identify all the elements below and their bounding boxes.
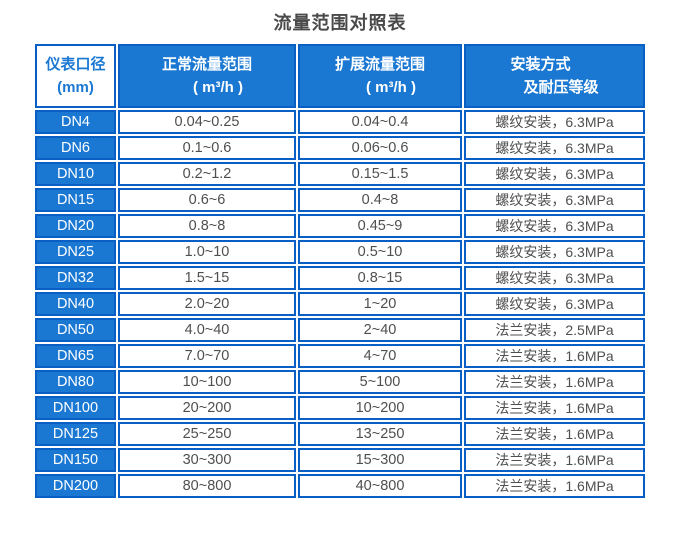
cell-normal-flow-range: 4.0~40 [118,318,296,342]
header-meter-diameter: 仪表口径 (mm) [35,44,116,108]
cell-install-method: 法兰安装，1.6MPa [464,422,645,446]
cell-extended-flow-range: 0.06~0.6 [298,136,462,160]
cell-normal-flow-range: 1.0~10 [118,240,296,264]
cell-install-method: 法兰安装，1.6MPa [464,448,645,472]
header-meter-diameter-unit: (mm) [57,79,94,96]
cell-extended-flow-range: 2~40 [298,318,462,342]
cell-install-method: 法兰安装，1.6MPa [464,344,645,368]
cell-install-method: 法兰安装，1.6MPa [464,474,645,498]
cell-normal-flow-range: 7.0~70 [118,344,296,368]
header-extended-flow-range: 扩展流量范围 ( m³/h ) [298,44,462,108]
cell-install-method: 法兰安装，2.5MPa [464,318,645,342]
cell-meter-diameter: DN10 [35,162,116,186]
cell-normal-flow-range: 20~200 [118,396,296,420]
cell-install-method: 螺纹安装，6.3MPa [464,188,645,212]
cell-meter-diameter: DN25 [35,240,116,264]
cell-normal-flow-range: 10~100 [118,370,296,394]
header-install-method-line1: 安装方式 [510,55,571,73]
cell-normal-flow-range: 80~800 [118,474,296,498]
table-body: DN4 0.04~0.25 0.04~0.4 螺纹安装，6.3MPa DN6 0.1~0.… [35,110,645,498]
table-row: DN32 1.5~15 0.8~15 螺纹安装，6.3MPa [35,266,645,290]
cell-meter-diameter: DN80 [35,370,116,394]
header-normal-flow-range: 正常流量范围 ( m³/h ) [118,44,296,108]
cell-normal-flow-range: 0.04~0.25 [118,110,296,134]
table-row: DN150 30~300 15~300 法兰安装，1.6MPa [35,448,645,472]
header-install-method-line2: 及耐压等级 [523,79,599,96]
cell-extended-flow-range: 0.04~0.4 [298,110,462,134]
cell-extended-flow-range: 0.15~1.5 [298,162,462,186]
cell-install-method: 螺纹安装，6.3MPa [464,266,645,290]
cell-extended-flow-range: 0.8~15 [298,266,462,290]
cell-meter-diameter: DN125 [35,422,116,446]
cell-meter-diameter: DN150 [35,448,116,472]
cell-install-method: 螺纹安装，6.3MPa [464,240,645,264]
header-meter-diameter-label: 仪表口径 [45,55,106,73]
cell-meter-diameter: DN100 [35,396,116,420]
table-row: DN80 10~100 5~100 法兰安装，1.6MPa [35,370,645,394]
flow-range-table: 仪表口径 (mm) 正常流量范围 ( m³/h ) 扩展流量范围 ( m³/h … [33,42,647,500]
cell-normal-flow-range: 25~250 [118,422,296,446]
cell-extended-flow-range: 13~250 [298,422,462,446]
header-normal-flow-unit: ( m³/h ) [193,79,243,96]
cell-extended-flow-range: 15~300 [298,448,462,472]
cell-meter-diameter: DN200 [35,474,116,498]
table-row: DN50 4.0~40 2~40 法兰安装，2.5MPa [35,318,645,342]
cell-install-method: 法兰安装，1.6MPa [464,370,645,394]
cell-extended-flow-range: 10~200 [298,396,462,420]
header-extended-flow-unit: ( m³/h ) [366,79,416,96]
cell-extended-flow-range: 0.5~10 [298,240,462,264]
table-row: DN6 0.1~0.6 0.06~0.6 螺纹安装，6.3MPa [35,136,645,160]
cell-install-method: 螺纹安装，6.3MPa [464,214,645,238]
cell-normal-flow-range: 30~300 [118,448,296,472]
cell-meter-diameter: DN6 [35,136,116,160]
cell-normal-flow-range: 1.5~15 [118,266,296,290]
cell-meter-diameter: DN40 [35,292,116,316]
header-install-method: 安装方式 及耐压等级 [464,44,645,108]
page-title: 流量范围对照表 [273,13,407,33]
header-normal-flow-label: 正常流量范围 [161,55,252,73]
cell-install-method: 法兰安装，1.6MPa [464,396,645,420]
table-row: DN10 0.2~1.2 0.15~1.5 螺纹安装，6.3MPa [35,162,645,186]
cell-install-method: 螺纹安装，6.3MPa [464,292,645,316]
cell-normal-flow-range: 0.6~6 [118,188,296,212]
cell-meter-diameter: DN15 [35,188,116,212]
cell-normal-flow-range: 0.1~0.6 [118,136,296,160]
header-row: 仪表口径 (mm) 正常流量范围 ( m³/h ) 扩展流量范围 ( m³/h … [35,44,645,108]
cell-meter-diameter: DN65 [35,344,116,368]
cell-meter-diameter: DN32 [35,266,116,290]
table-row: DN200 80~800 40~800 法兰安装，1.6MPa [35,474,645,498]
cell-extended-flow-range: 0.4~8 [298,188,462,212]
table-row: DN65 7.0~70 4~70 法兰安装，1.6MPa [35,344,645,368]
cell-extended-flow-range: 0.45~9 [298,214,462,238]
cell-meter-diameter: DN50 [35,318,116,342]
cell-install-method: 螺纹安装，6.3MPa [464,110,645,134]
cell-extended-flow-range: 1~20 [298,292,462,316]
cell-extended-flow-range: 5~100 [298,370,462,394]
table-row: DN15 0.6~6 0.4~8 螺纹安装，6.3MPa [35,188,645,212]
table-row: DN20 0.8~8 0.45~9 螺纹安装，6.3MPa [35,214,645,238]
cell-extended-flow-range: 4~70 [298,344,462,368]
table-row: DN25 1.0~10 0.5~10 螺纹安装，6.3MPa [35,240,645,264]
cell-normal-flow-range: 0.2~1.2 [118,162,296,186]
table-row: DN40 2.0~20 1~20 螺纹安装，6.3MPa [35,292,645,316]
cell-install-method: 螺纹安装，6.3MPa [464,136,645,160]
cell-install-method: 螺纹安装，6.3MPa [464,162,645,186]
cell-meter-diameter: DN20 [35,214,116,238]
cell-meter-diameter: DN4 [35,110,116,134]
cell-normal-flow-range: 2.0~20 [118,292,296,316]
header-extended-flow-label: 扩展流量范围 [334,55,425,73]
table-row: DN4 0.04~0.25 0.04~0.4 螺纹安装，6.3MPa [35,110,645,134]
table-row: DN125 25~250 13~250 法兰安装，1.6MPa [35,422,645,446]
cell-extended-flow-range: 40~800 [298,474,462,498]
table-row: DN100 20~200 10~200 法兰安装，1.6MPa [35,396,645,420]
cell-normal-flow-range: 0.8~8 [118,214,296,238]
